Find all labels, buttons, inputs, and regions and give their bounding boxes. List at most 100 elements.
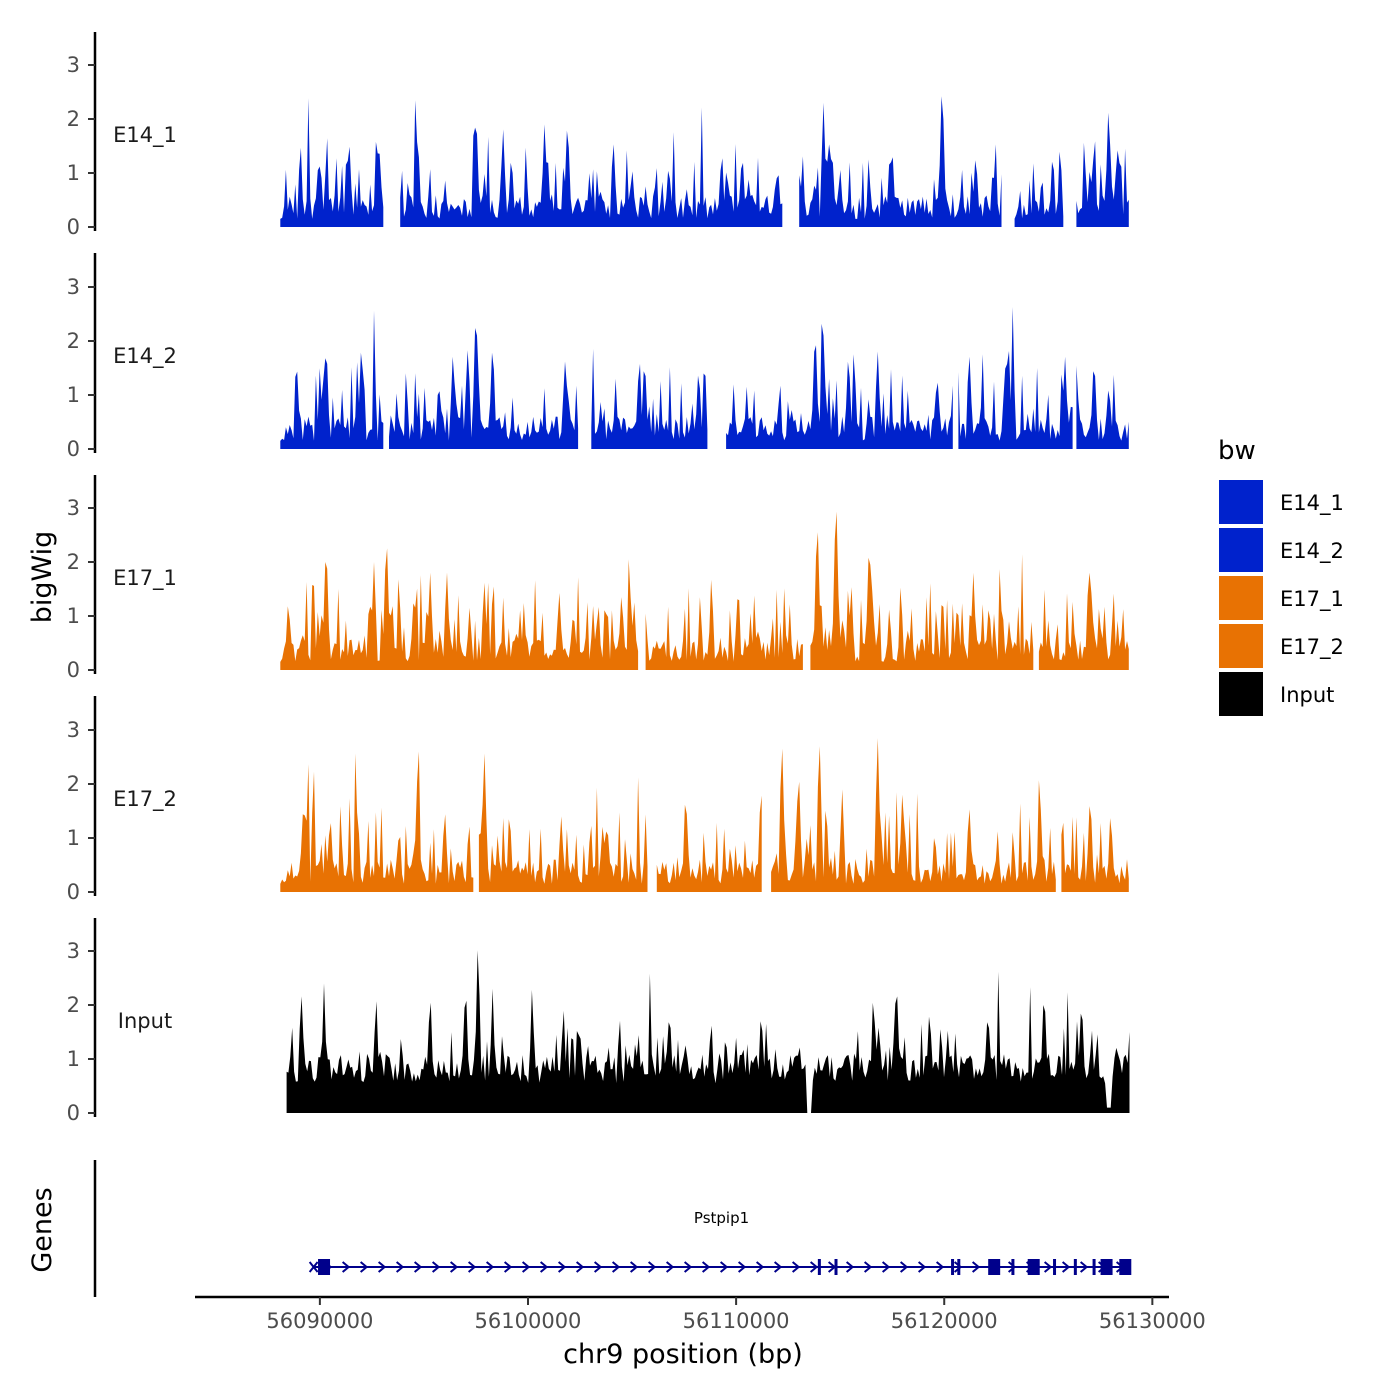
strand-arrow <box>737 1261 747 1273</box>
track-e14_2: 0 1 2 3 E14_2 <box>67 253 1129 461</box>
legend-swatch-e17_1 <box>1219 576 1263 620</box>
exon <box>1092 1259 1096 1275</box>
strand-arrow <box>503 1261 513 1273</box>
exon <box>957 1259 961 1275</box>
x-tick-label: 56090000 <box>266 1309 373 1333</box>
y-tick-label: 2 <box>67 993 80 1017</box>
genes-track: Pstpip1 <box>93 1160 1132 1297</box>
y-tick-label: 0 <box>67 1101 80 1125</box>
strand-arrow <box>701 1261 711 1273</box>
strand-arrow <box>845 1261 855 1273</box>
y-tick-label: 2 <box>67 772 80 796</box>
y-tick-label: 0 <box>67 437 80 461</box>
strand-arrow <box>557 1261 567 1273</box>
strand-arrow <box>593 1261 603 1273</box>
legend-swatch-e14_1 <box>1219 480 1263 524</box>
strand-arrow <box>413 1261 423 1273</box>
strand-arrow <box>1007 1261 1017 1273</box>
legend-title: bw <box>1218 436 1256 466</box>
strand-arrow <box>953 1261 963 1273</box>
track-label-e17_1: E17_1 <box>113 566 177 591</box>
signal-area-e17_1 <box>280 511 1129 670</box>
strand-arrow <box>521 1261 531 1273</box>
signal-area-e17_2 <box>280 738 1129 892</box>
x-tick-label: 56130000 <box>1099 1309 1206 1333</box>
strand-arrow <box>395 1261 405 1273</box>
strand-arrow <box>917 1261 927 1273</box>
strand-arrow <box>935 1261 945 1273</box>
y-tick-label: 0 <box>67 215 80 239</box>
strand-arrow <box>341 1261 351 1273</box>
strand-arrow <box>647 1261 657 1273</box>
exon <box>988 1259 1001 1275</box>
gene-start-marker <box>308 1261 319 1273</box>
exon <box>834 1259 838 1275</box>
exon <box>951 1259 955 1275</box>
y-tick-label: 1 <box>67 1047 80 1071</box>
y-tick-label: 3 <box>67 53 80 77</box>
legend-label-e14_2: E14_2 <box>1280 539 1344 564</box>
y-tick-label: 3 <box>67 496 80 520</box>
strand-arrow <box>665 1261 675 1273</box>
track-label-input: Input <box>118 1009 172 1033</box>
legend-label-e17_2: E17_2 <box>1280 635 1344 660</box>
track-label-e14_1: E14_1 <box>113 123 177 148</box>
strand-arrow <box>683 1261 693 1273</box>
strand-arrow <box>467 1261 477 1273</box>
tracks-group: 0 1 2 3 E14_1 0 1 2 3 E14_2 0 1 2 3 E17_1 0 1 2 3 E17_2 0 1 2 3… <box>67 32 1130 1125</box>
legend-swatch-e17_2 <box>1219 624 1263 668</box>
exon <box>1100 1259 1113 1275</box>
track-label-e14_2: E14_2 <box>113 344 177 369</box>
y-tick-label: 1 <box>67 161 80 185</box>
track-input: 0 1 2 3 Input <box>67 918 1130 1125</box>
strand-arrow <box>773 1261 783 1273</box>
strand-arrow <box>1061 1261 1071 1273</box>
strand-arrow <box>899 1261 909 1273</box>
x-tick-label: 56110000 <box>683 1309 790 1333</box>
x-axis-title: chr9 position (bp) <box>563 1339 803 1370</box>
y-tick-label: 2 <box>67 329 80 353</box>
y-tick-label: 3 <box>67 939 80 963</box>
strand-arrow <box>539 1261 549 1273</box>
x-tick-label: 56100000 <box>475 1309 582 1333</box>
strand-arrow <box>359 1261 369 1273</box>
y-tick-label: 3 <box>67 275 80 299</box>
legend-swatch-e14_2 <box>1219 528 1263 572</box>
y-tick-label: 1 <box>67 826 80 850</box>
y-tick-label: 3 <box>67 718 80 742</box>
strand-arrow <box>971 1261 981 1273</box>
strand-arrow <box>881 1261 891 1273</box>
exon <box>1053 1259 1057 1275</box>
exon <box>1011 1259 1015 1275</box>
track-e14_1: 0 1 2 3 E14_1 <box>67 32 1129 239</box>
signal-area-input <box>286 950 1130 1113</box>
exon <box>1073 1259 1077 1275</box>
exon <box>1027 1259 1040 1275</box>
strand-arrow <box>431 1261 441 1273</box>
legend-label-e14_1: E14_1 <box>1280 491 1344 516</box>
y-tick-label: 0 <box>67 658 80 682</box>
y-tick-label: 1 <box>67 604 80 628</box>
x-axis: 56090000 56100000 56110000 56120000 56130000 <box>195 1295 1206 1333</box>
strand-arrow <box>719 1261 729 1273</box>
y-tick-label: 2 <box>67 107 80 131</box>
strand-arrow <box>809 1261 819 1273</box>
legend: bw E14_1 E14_2 E17_1 E17_2 Input <box>1218 436 1344 716</box>
track-e17_2: 0 1 2 3 E17_2 <box>67 696 1129 904</box>
exon <box>1119 1259 1132 1275</box>
strand-arrow <box>629 1261 639 1273</box>
strand-arrow <box>485 1261 495 1273</box>
exon <box>318 1259 331 1275</box>
y-tick-label: 0 <box>67 880 80 904</box>
strand-arrow <box>863 1261 873 1273</box>
genes-axis-title: Genes <box>27 1187 58 1272</box>
track-label-e17_2: E17_2 <box>113 787 177 812</box>
y-axis-title: bigWig <box>27 531 58 624</box>
legend-label-e17_1: E17_1 <box>1280 587 1344 612</box>
legend-swatch-input <box>1219 672 1263 716</box>
y-tick-label: 1 <box>67 383 80 407</box>
strand-arrow <box>1079 1261 1089 1273</box>
signal-area-e14_2 <box>280 307 1129 449</box>
gene-label: Pstpip1 <box>694 1209 749 1227</box>
